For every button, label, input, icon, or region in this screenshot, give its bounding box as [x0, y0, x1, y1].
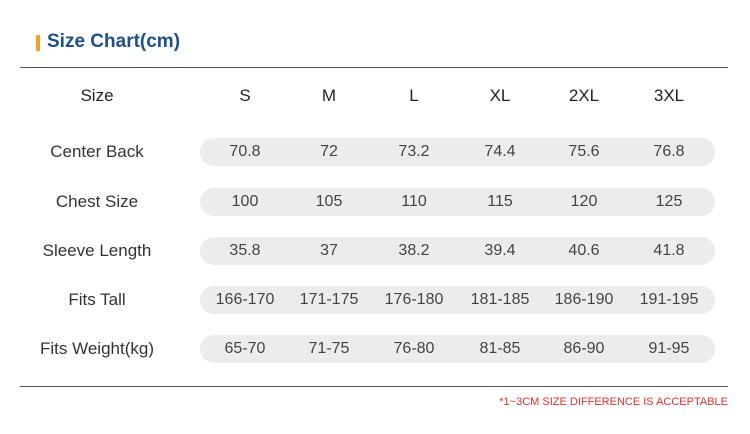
row-label: Sleeve Length — [42, 241, 152, 260]
cell: 186-190 — [554, 291, 614, 308]
cell: 120 — [570, 193, 598, 210]
row-background — [200, 335, 715, 363]
cell: 37 — [320, 242, 338, 259]
row-label: Fits Tall — [68, 290, 126, 309]
cell: 71-75 — [308, 340, 350, 357]
row-label: Fits Weight(kg) — [40, 339, 154, 358]
accent-bar — [36, 35, 40, 51]
cell: 35.8 — [229, 242, 261, 259]
cell: 176-180 — [384, 291, 444, 308]
cell: 73.2 — [398, 143, 430, 160]
cell: 40.6 — [568, 242, 600, 259]
header-cell: XL — [489, 86, 511, 105]
header-cell: 2XL — [568, 86, 600, 105]
cell: 125 — [655, 193, 683, 210]
cell: 70.8 — [229, 143, 261, 160]
row-background — [200, 286, 715, 314]
cell: 39.4 — [484, 242, 516, 259]
header-cell: Size — [80, 86, 114, 105]
cell: 100 — [231, 193, 259, 210]
header-cell: S — [239, 86, 251, 105]
cell: 181-185 — [470, 291, 530, 308]
note: *1~3CM SIZE DIFFERENCE IS ACCEPTABLE — [499, 396, 728, 408]
cell: 86-90 — [563, 340, 605, 357]
cell: 72 — [320, 143, 338, 160]
row-label: Chest Size — [55, 192, 139, 211]
cell: 76-80 — [393, 340, 435, 357]
header-cell: L — [409, 86, 419, 105]
cell: 110 — [401, 193, 427, 210]
header-cell: M — [321, 86, 337, 105]
cell: 91-95 — [648, 340, 690, 357]
bottom-rule — [20, 386, 728, 387]
row-background — [200, 188, 715, 216]
row-background — [200, 237, 715, 265]
cell: 171-175 — [299, 291, 359, 308]
cell: 166-170 — [215, 291, 275, 308]
header-cell: 3XL — [653, 86, 685, 105]
cell: 75.6 — [568, 143, 600, 160]
cell: 41.8 — [653, 242, 685, 259]
cell: 81-85 — [479, 340, 521, 357]
cell: 76.8 — [653, 143, 685, 160]
cell: 38.2 — [398, 242, 430, 259]
cell: 115 — [487, 193, 513, 210]
cell: 74.4 — [484, 143, 516, 160]
cell: 105 — [315, 193, 343, 210]
cell: 65-70 — [224, 340, 266, 357]
row-label: Center Back — [50, 142, 144, 161]
cell: 191-195 — [639, 291, 699, 308]
title: Size Chart(cm) — [47, 31, 181, 52]
row-background — [200, 138, 715, 166]
top-rule — [20, 67, 728, 68]
